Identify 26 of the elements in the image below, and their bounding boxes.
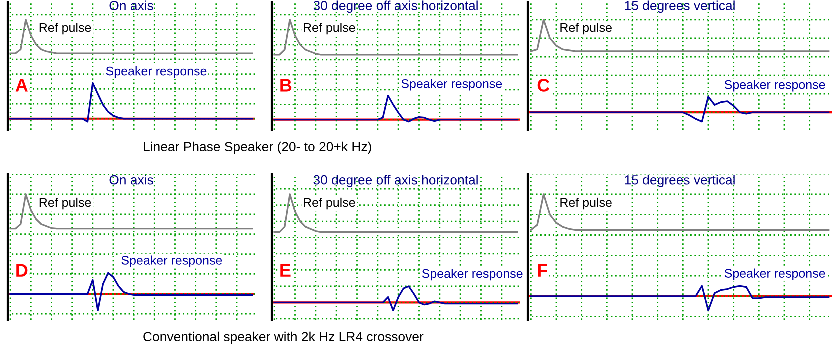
text: Linear Phase Speaker (20- to 20+k Hz): [144, 142, 372, 154]
series-label: Speaker response: [122, 256, 222, 268]
series-label: Speaker response: [724, 80, 826, 92]
series-label: Ref pulse: [304, 198, 356, 210]
series-label: Ref pulse: [40, 198, 92, 210]
chart-title: On axis: [110, 0, 154, 10]
chart-title: 30 degree off axis horizontal: [314, 0, 478, 14]
text: Conventional speaker with 2k Hz LR4 crossover: [144, 332, 424, 344]
chart-title: 15 degrees vertical: [625, 0, 735, 14]
series-label: Ref pulse: [40, 22, 92, 35]
series-label: Ref pulse: [304, 22, 356, 35]
series-label: Ref pulse: [560, 22, 612, 35]
annotation: C: [538, 79, 550, 92]
series-label: Speaker response: [402, 79, 502, 91]
series-label: Speaker response: [724, 268, 826, 280]
series-label: Speaker response: [422, 268, 523, 281]
annotation: B: [280, 79, 292, 92]
annotation: F: [538, 264, 548, 277]
chart-title: On axis: [110, 175, 154, 185]
series-label: Speaker response: [106, 66, 207, 78]
chart-title: 30 degree off axis horizontal: [314, 175, 478, 188]
annotation: D: [16, 264, 28, 277]
annotation: E: [280, 264, 291, 277]
series-label: Ref pulse: [560, 198, 612, 210]
annotation: A: [16, 79, 28, 92]
chart-title: 15 degrees vertical: [625, 175, 735, 188]
